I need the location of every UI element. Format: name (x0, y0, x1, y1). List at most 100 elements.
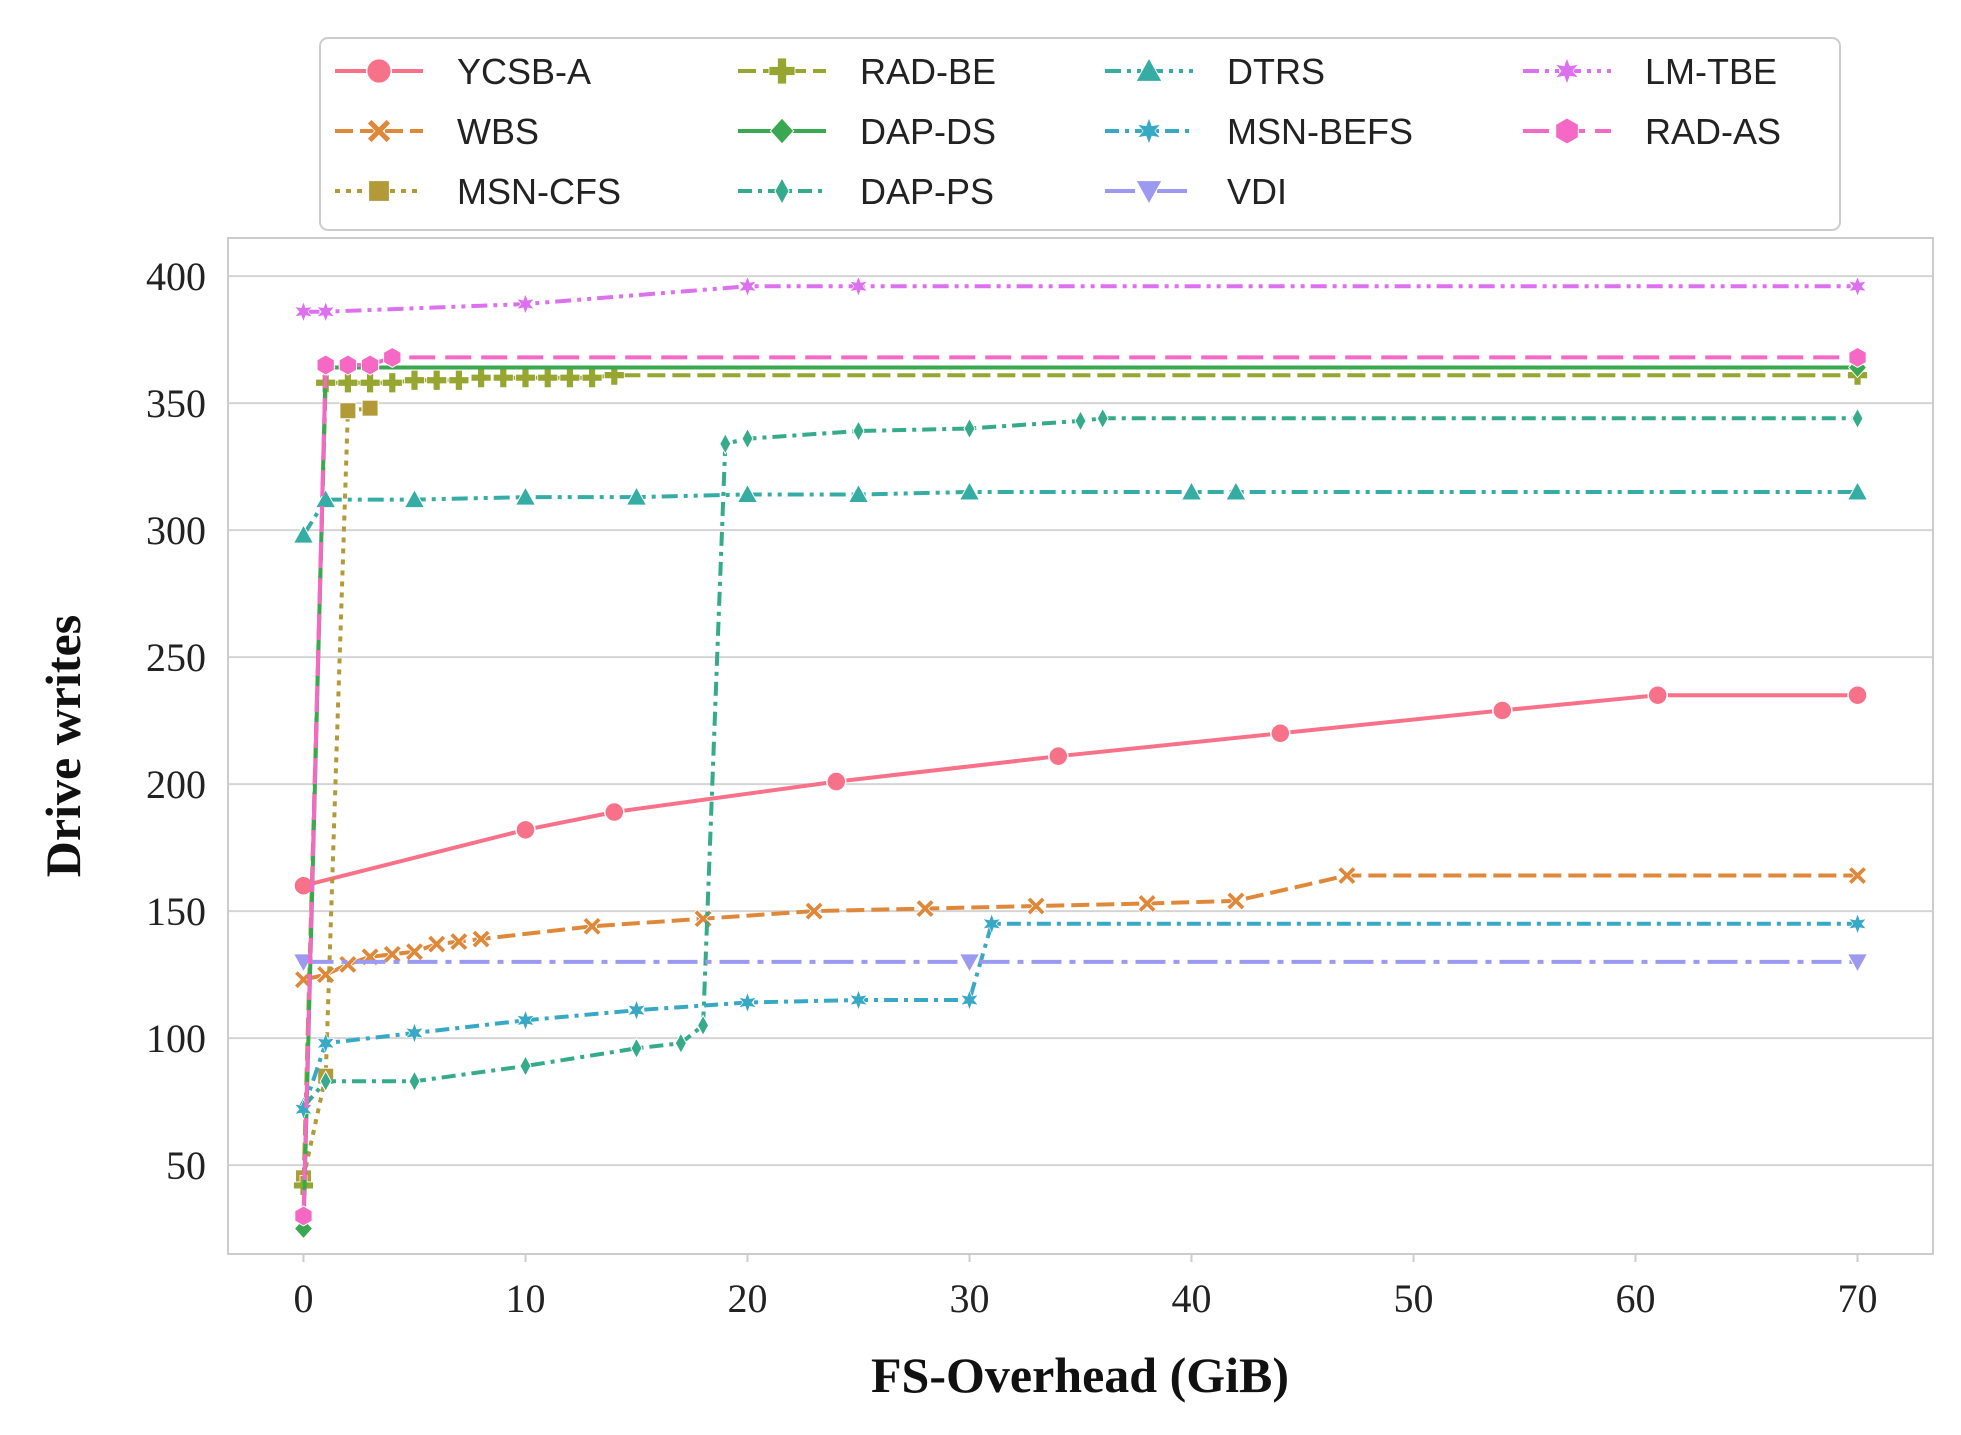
data-point-msn-cfs (339, 402, 357, 420)
data-point-dap-ps (852, 420, 865, 443)
data-point-rad-be (359, 372, 381, 394)
legend-marker (365, 57, 393, 85)
data-point-msn-befs (960, 989, 979, 1011)
x-tick-label: 70 (1838, 1276, 1878, 1321)
legend-label: MSN-BEFS (1227, 111, 1413, 152)
data-point-rad-be (603, 364, 625, 386)
y-tick-label: 50 (166, 1143, 206, 1188)
data-point-msn-befs (294, 1098, 313, 1121)
legend-marker (774, 176, 790, 206)
data-point-rad-as (316, 354, 335, 376)
data-point-ycsb-a (1647, 684, 1668, 706)
series-rad-as (294, 346, 1867, 1227)
series-dtrs (292, 480, 1869, 544)
series-dap-ps (297, 407, 1864, 1118)
data-point-lm-tbe (1848, 275, 1867, 298)
data-point-wbs (1847, 865, 1868, 886)
data-point-ycsb-a (1847, 684, 1868, 706)
series-group (292, 275, 1869, 1240)
legend-marker (368, 180, 390, 202)
data-point-dap-ps (1851, 407, 1864, 430)
series-msn-befs (294, 912, 1867, 1121)
data-point-wbs (1026, 896, 1046, 916)
x-tick-label: 0 (293, 1276, 313, 1321)
legend-item-msn-befs: MSN-BEFS (1105, 111, 1413, 152)
legend-marker (768, 57, 796, 85)
x-tick-label: 10 (505, 1276, 545, 1321)
plot-frame (227, 237, 1934, 1255)
legend-marker (1135, 56, 1163, 82)
data-point-msn-befs (627, 999, 646, 1022)
y-tick-label: 350 (146, 381, 206, 426)
data-point-dtrs (403, 488, 426, 509)
data-point-ycsb-a (1492, 700, 1513, 721)
series-line-dap-ps (301, 416, 1858, 1109)
data-point-lm-tbe (294, 300, 313, 323)
data-point-dap-ps (741, 427, 754, 450)
data-point-msn-befs (1848, 912, 1867, 935)
series-line-wbs (303, 873, 1858, 982)
x-tick-label: 20 (727, 1276, 767, 1321)
data-point-msn-befs (982, 912, 1002, 935)
legend-item-vdi: VDI (1105, 171, 1287, 212)
legend-label: RAD-AS (1645, 111, 1781, 152)
data-point-rad-be (492, 367, 514, 389)
legend-item-dap-ps: DAP-PS (738, 171, 994, 212)
y-tick-label: 100 (146, 1016, 206, 1061)
data-point-ycsb-a (604, 801, 625, 823)
data-point-rad-be (448, 369, 470, 391)
data-point-msn-cfs (361, 399, 379, 417)
data-point-dap-ps (1096, 407, 1109, 430)
data-point-dtrs (1180, 480, 1203, 501)
y-tick-label: 400 (146, 254, 206, 299)
x-tick-label: 60 (1616, 1276, 1656, 1321)
series-line-lm-tbe (303, 284, 1858, 314)
data-point-rad-as (360, 354, 380, 376)
series-line-rad-be (301, 373, 1858, 1186)
data-point-rad-as (338, 354, 357, 376)
data-point-lm-tbe (849, 275, 868, 298)
data-point-msn-befs (316, 1032, 336, 1055)
legend-marker (1136, 117, 1162, 145)
data-point-wbs (449, 932, 469, 952)
data-point-ycsb-a (515, 819, 536, 841)
legend-label: YCSB-A (457, 51, 591, 92)
data-point-ycsb-a (1270, 723, 1291, 744)
data-point-rad-be (581, 367, 603, 389)
data-point-rad-be (404, 369, 425, 391)
legend: YCSB-A WBS MSN-CFS RAD-BE DAP-DS DAP-PS DTRS MS… (319, 37, 1841, 231)
data-point-dtrs (1225, 480, 1247, 501)
data-point-vdi (1846, 953, 1869, 973)
legend-item-wbs: WBS (335, 111, 539, 152)
data-point-rad-be (559, 367, 581, 389)
data-point-wbs (427, 934, 447, 954)
series-line-rad-as (301, 355, 1858, 1216)
y-axis-title: Drive writes (35, 615, 91, 877)
legend-marker (1554, 57, 1580, 85)
data-point-dtrs (314, 488, 337, 509)
data-point-wbs (1226, 891, 1246, 911)
data-point-dtrs (847, 483, 870, 504)
data-point-lm-tbe (738, 275, 757, 298)
legend-label: DAP-PS (860, 171, 994, 212)
x-tick-label: 30 (949, 1276, 989, 1321)
legend-label: RAD-BE (860, 51, 996, 92)
series-dap-ds (293, 356, 1868, 1240)
data-point-rad-be (426, 369, 448, 391)
legend-label: LM-TBE (1645, 51, 1777, 92)
data-point-wbs (1137, 893, 1157, 914)
data-point-wbs (804, 901, 824, 921)
legend-marker (1555, 117, 1579, 145)
series-wbs (293, 865, 1868, 990)
data-point-dap-ps (719, 432, 732, 455)
data-point-dap-ps (697, 1014, 710, 1037)
data-point-dap-ps (1074, 409, 1087, 432)
series-line-msn-befs (301, 921, 1858, 1110)
data-point-msn-befs (516, 1009, 535, 1032)
data-point-rad-be (337, 372, 359, 394)
legend-item-ycsb-a: YCSB-A (335, 51, 591, 92)
data-point-dtrs (1846, 480, 1869, 501)
data-point-wbs (471, 929, 491, 949)
y-tick-label: 300 (146, 508, 206, 553)
